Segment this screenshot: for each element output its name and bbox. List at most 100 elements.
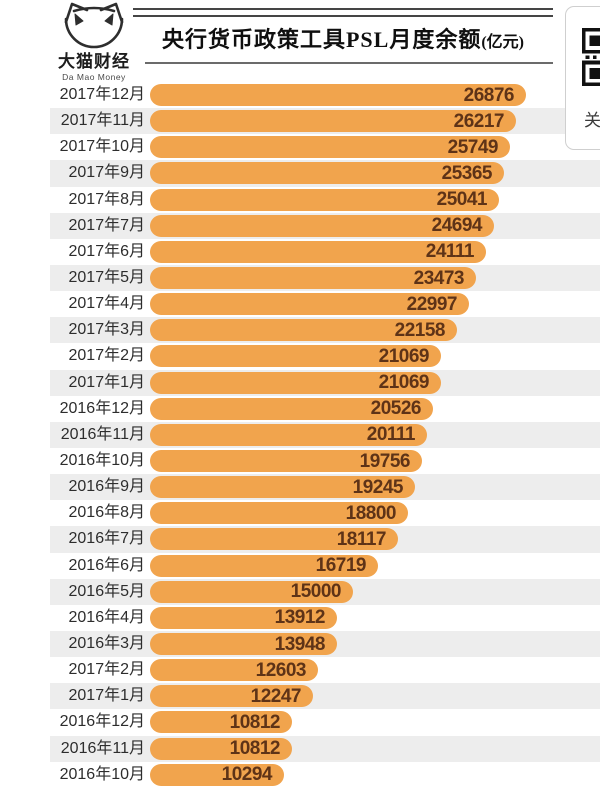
month-label: 2016年12月 bbox=[59, 399, 145, 417]
value-bar: 25749 bbox=[150, 136, 510, 159]
bar-value-label: 25041 bbox=[436, 189, 488, 211]
qr-caption-partial: 关 bbox=[584, 111, 600, 130]
bar-value-label: 23473 bbox=[413, 267, 465, 289]
chart-title-box: 央行货币政策工具PSL月度余额(亿元) bbox=[133, 8, 553, 64]
chart-row: 2017年2月 12603 bbox=[0, 657, 600, 683]
value-bar: 19245 bbox=[150, 476, 415, 499]
bar-value-label: 16719 bbox=[315, 555, 367, 577]
month-label: 2016年4月 bbox=[68, 608, 146, 626]
value-bar: 26876 bbox=[150, 84, 526, 107]
month-label: 2017年4月 bbox=[68, 295, 146, 313]
value-bar: 26217 bbox=[150, 110, 516, 133]
chart-row: 2016年12月 20526 bbox=[0, 396, 600, 422]
page-title-text: 央行货币政策工具PSL月度余额 bbox=[161, 27, 482, 52]
chart-row: 2016年5月 15000 bbox=[0, 578, 600, 605]
title-bottom-rule bbox=[145, 61, 553, 64]
bar-value-label: 13948 bbox=[274, 633, 326, 655]
chart-row: 2017年9月 25365 bbox=[0, 160, 600, 187]
bar-value-label: 21069 bbox=[378, 372, 430, 394]
month-label: 2016年5月 bbox=[68, 582, 146, 600]
chart-row: 2017年11月 26217 bbox=[0, 108, 600, 135]
bar-value-label: 25749 bbox=[447, 136, 499, 158]
brand-name-en: Da Mao Money bbox=[62, 71, 126, 82]
month-label: 2017年9月 bbox=[68, 164, 146, 182]
value-bar: 21069 bbox=[150, 371, 441, 394]
value-bar: 10294 bbox=[150, 763, 284, 786]
month-label: 2017年10月 bbox=[59, 138, 145, 156]
chart-row: 2017年4月 22997 bbox=[0, 291, 600, 317]
value-bar: 24111 bbox=[150, 240, 486, 263]
chart-row: 2016年6月 16719 bbox=[0, 553, 600, 579]
chart-row: 2016年3月 13948 bbox=[0, 630, 600, 658]
month-label: 2017年8月 bbox=[68, 190, 146, 208]
bar-value-label: 20111 bbox=[366, 424, 416, 446]
chart-row: 2017年5月 23473 bbox=[0, 264, 600, 292]
bar-value-label: 18800 bbox=[345, 502, 397, 524]
value-bar: 12603 bbox=[150, 659, 318, 682]
value-bar: 20526 bbox=[150, 397, 433, 420]
bar-value-label: 13912 bbox=[274, 607, 326, 629]
month-label: 2016年10月 bbox=[59, 765, 145, 783]
value-bar: 25041 bbox=[150, 188, 499, 211]
title-top-rule bbox=[133, 8, 553, 17]
chart-row: 2017年3月 22158 bbox=[0, 317, 600, 344]
bar-value-label: 19245 bbox=[352, 476, 404, 498]
month-label: 2017年3月 bbox=[68, 321, 146, 339]
page-title-unit: (亿元) bbox=[481, 34, 525, 51]
value-bar: 15000 bbox=[150, 580, 353, 603]
month-label: 2016年10月 bbox=[59, 452, 145, 470]
bar-value-label: 26876 bbox=[463, 84, 515, 106]
value-bar: 25365 bbox=[150, 162, 504, 185]
value-bar: 20111 bbox=[150, 423, 427, 446]
bar-value-label: 12603 bbox=[255, 659, 307, 681]
bar-value-label: 24111 bbox=[425, 241, 475, 263]
chart-row: 2017年12月 26876 bbox=[0, 82, 600, 108]
month-label: 2016年8月 bbox=[68, 504, 146, 522]
bar-value-label: 22158 bbox=[394, 319, 446, 341]
value-bar: 23473 bbox=[150, 267, 476, 290]
month-label: 2017年12月 bbox=[59, 86, 145, 104]
bar-value-label: 10812 bbox=[229, 711, 281, 733]
month-label: 2017年2月 bbox=[68, 347, 146, 365]
value-bar: 21069 bbox=[150, 345, 441, 368]
month-label: 2016年12月 bbox=[59, 713, 145, 731]
value-bar: 22997 bbox=[150, 293, 469, 316]
chart-row: 2016年10月 19756 bbox=[0, 448, 600, 474]
chart-row: 2016年8月 18800 bbox=[0, 500, 600, 526]
bar-value-label: 21069 bbox=[378, 345, 430, 367]
bar-value-label: 25365 bbox=[441, 162, 493, 184]
bar-chart: 2017年12月 26876 2017年11月 26217 2017年10月 25749 2… bbox=[0, 82, 600, 788]
value-bar: 13912 bbox=[150, 606, 337, 629]
bar-value-label: 15000 bbox=[290, 581, 342, 603]
month-label: 2016年9月 bbox=[68, 478, 146, 496]
month-label: 2017年1月 bbox=[68, 373, 146, 391]
cat-face-icon bbox=[64, 2, 124, 49]
value-bar: 13948 bbox=[150, 633, 337, 656]
bar-value-label: 10294 bbox=[221, 764, 273, 786]
month-label: 2016年11月 bbox=[60, 425, 145, 443]
value-bar: 18800 bbox=[150, 502, 408, 525]
chart-row: 2017年1月 21069 bbox=[0, 369, 600, 396]
month-label: 2017年1月 bbox=[68, 687, 146, 705]
month-label: 2017年7月 bbox=[68, 216, 146, 234]
month-label: 2017年6月 bbox=[68, 242, 146, 260]
value-bar: 10812 bbox=[150, 737, 292, 760]
chart-row: 2017年8月 25041 bbox=[0, 187, 600, 213]
value-bar: 24694 bbox=[150, 214, 494, 237]
month-label: 2017年2月 bbox=[68, 661, 146, 679]
chart-row: 2017年2月 21069 bbox=[0, 343, 600, 369]
value-bar: 16719 bbox=[150, 554, 378, 577]
chart-row: 2017年1月 12247 bbox=[0, 683, 600, 710]
page-title: 央行货币政策工具PSL月度余额(亿元) bbox=[133, 26, 553, 55]
chart-row: 2016年11月 10812 bbox=[0, 735, 600, 762]
qr-panel: 关 bbox=[565, 6, 600, 150]
bar-value-label: 19756 bbox=[359, 450, 411, 472]
month-label: 2016年6月 bbox=[68, 556, 146, 574]
chart-row: 2016年7月 18117 bbox=[0, 526, 600, 553]
month-label: 2016年11月 bbox=[60, 739, 145, 757]
chart-row: 2016年12月 10812 bbox=[0, 709, 600, 735]
bar-value-label: 24694 bbox=[431, 215, 483, 237]
bar-value-label: 20526 bbox=[370, 398, 422, 420]
brand-name-cn: 大猫财经 bbox=[58, 52, 130, 71]
